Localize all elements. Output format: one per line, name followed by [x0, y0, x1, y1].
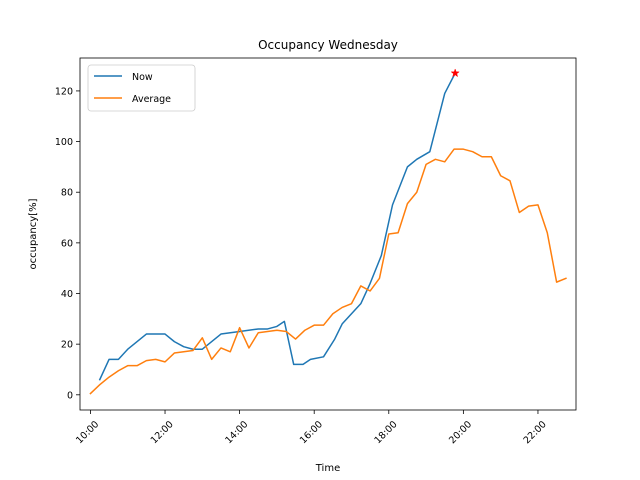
x-axis-label: Time — [315, 463, 340, 474]
y-tick-label: 60 — [61, 238, 73, 249]
chart-title: Occupancy Wednesday — [258, 38, 398, 52]
y-tick-label: 40 — [61, 289, 73, 300]
y-axis-label: occupancy[%] — [28, 198, 39, 269]
y-tick-label: 0 — [67, 390, 73, 401]
series-line-average — [89, 148, 567, 395]
legend-label-now: Now — [132, 72, 153, 83]
axes-frame — [79, 57, 577, 411]
current-value-star-marker — [450, 68, 460, 78]
y-tick-label: 20 — [61, 340, 73, 351]
legend-label-average: Average — [132, 94, 171, 105]
y-tick-label: 100 — [55, 137, 73, 148]
y-tick-label: 80 — [61, 188, 73, 199]
series-line-now — [98, 72, 457, 381]
y-tick-label: 120 — [55, 86, 73, 97]
